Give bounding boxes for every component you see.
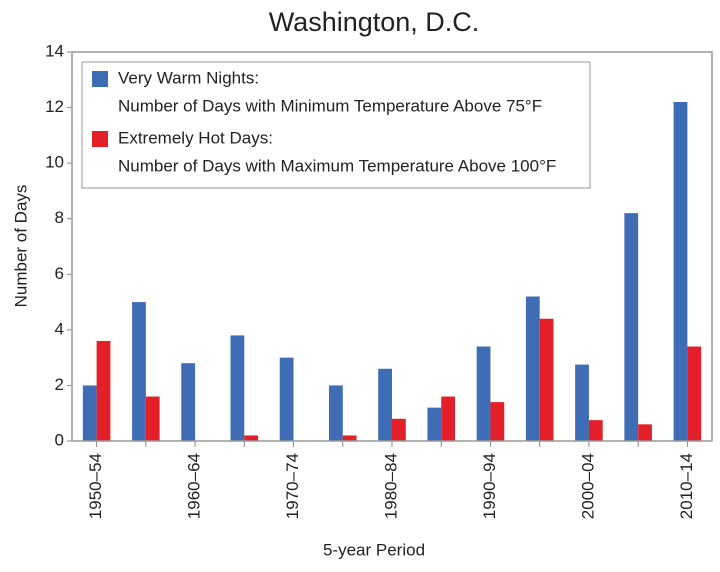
bar bbox=[427, 407, 442, 441]
bar bbox=[673, 102, 688, 441]
x-tick-label: 2000–04 bbox=[578, 453, 597, 519]
y-tick-label: 0 bbox=[55, 430, 64, 449]
bar bbox=[525, 296, 540, 441]
bar bbox=[230, 335, 245, 441]
bar bbox=[638, 424, 652, 441]
legend-label: Extremely Hot Days: bbox=[118, 128, 273, 147]
bar bbox=[279, 357, 294, 441]
bar bbox=[342, 435, 357, 441]
y-tick-label: 4 bbox=[55, 319, 64, 338]
bar bbox=[244, 435, 259, 441]
y-tick-label: 14 bbox=[45, 41, 64, 60]
x-tick-label: 1990–94 bbox=[480, 453, 499, 519]
bar bbox=[476, 346, 491, 441]
bar bbox=[588, 420, 603, 441]
bar bbox=[490, 402, 505, 441]
legend-description: Number of Days with Minimum Temperature … bbox=[118, 96, 542, 115]
bar bbox=[181, 363, 196, 441]
plot-frame bbox=[71, 51, 713, 442]
x-tick-label: 1970–74 bbox=[283, 453, 302, 519]
x-tick-label: 1980–84 bbox=[381, 453, 400, 519]
chart-title: Washington, D.C. bbox=[269, 7, 480, 37]
bar bbox=[392, 418, 406, 441]
bar bbox=[145, 396, 160, 441]
x-tick-label: 2010–14 bbox=[677, 453, 696, 519]
bar bbox=[624, 213, 639, 441]
legend-description: Number of Days with Maximum Temperature … bbox=[118, 156, 556, 175]
y-tick-label: 2 bbox=[55, 375, 64, 394]
bar bbox=[132, 302, 146, 441]
bar bbox=[575, 364, 589, 441]
x-axis-label: 5-year Period bbox=[323, 540, 425, 559]
bar bbox=[687, 346, 702, 441]
x-tick-label: 1950–54 bbox=[86, 453, 105, 519]
y-tick-label: 12 bbox=[45, 97, 64, 116]
bar bbox=[328, 385, 343, 441]
bar bbox=[96, 340, 111, 441]
bar bbox=[82, 385, 97, 441]
bar bbox=[539, 318, 554, 441]
x-tick-label: 1960–64 bbox=[185, 453, 204, 519]
bar bbox=[378, 368, 392, 441]
legend-label: Very Warm Nights: bbox=[118, 68, 259, 87]
y-axis-label: Number of Days bbox=[11, 185, 30, 308]
y-tick-label: 8 bbox=[55, 208, 64, 227]
y-tick-label: 6 bbox=[55, 264, 64, 283]
legend-swatch bbox=[92, 71, 108, 87]
y-tick-label: 10 bbox=[45, 153, 64, 172]
legend-swatch bbox=[92, 131, 108, 147]
legend-box bbox=[81, 61, 591, 189]
bar bbox=[441, 396, 456, 441]
